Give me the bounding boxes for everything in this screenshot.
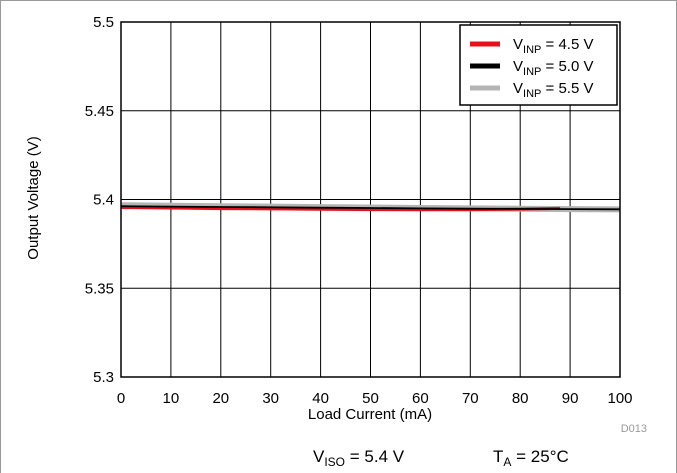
grid-lines xyxy=(121,22,620,377)
series-line-2 xyxy=(120,205,621,211)
y-tick-label: 5.35 xyxy=(85,280,114,297)
frame-left-border xyxy=(0,0,1,473)
x-tick-label: 10 xyxy=(163,390,180,407)
ta-note: TA = 25°C xyxy=(493,447,569,469)
x-tick-label: 40 xyxy=(312,390,329,407)
viso-note: VISO = 5.4 V xyxy=(313,447,405,469)
plot-area-border xyxy=(120,21,621,378)
x-tick-labels: 0 10 20 30 40 50 60 70 80 90 100 xyxy=(117,390,633,407)
x-tick-label: 0 xyxy=(117,390,125,407)
series-lines xyxy=(120,202,621,213)
figure-id: D013 xyxy=(621,423,647,435)
x-axis-title: Load Current (mA) xyxy=(308,406,432,423)
x-tick-label: 60 xyxy=(412,390,429,407)
y-tick-label: 5.4 xyxy=(93,192,114,209)
x-tick-label: 50 xyxy=(362,390,379,407)
y-axis-title: Output Voltage (V) xyxy=(25,136,42,259)
legend-label: VINP = 5.5 V xyxy=(513,80,593,100)
condition-notes: VISO = 5.4 V TA = 25°C xyxy=(313,447,569,469)
y-tick-label: 5.5 xyxy=(93,14,114,31)
x-tick-label: 80 xyxy=(512,390,529,407)
x-tick-label: 100 xyxy=(607,390,632,407)
y-tick-label: 5.45 xyxy=(85,103,114,120)
y-tick-labels: 5.3 5.35 5.4 5.45 5.5 xyxy=(85,14,114,386)
frame-top-border xyxy=(0,0,677,1)
x-tick-label: 70 xyxy=(462,390,479,407)
x-tick-label: 90 xyxy=(562,390,579,407)
x-tick-label: 30 xyxy=(262,390,279,407)
x-tick-label: 20 xyxy=(212,390,229,407)
y-tick-label: 5.3 xyxy=(93,369,114,386)
